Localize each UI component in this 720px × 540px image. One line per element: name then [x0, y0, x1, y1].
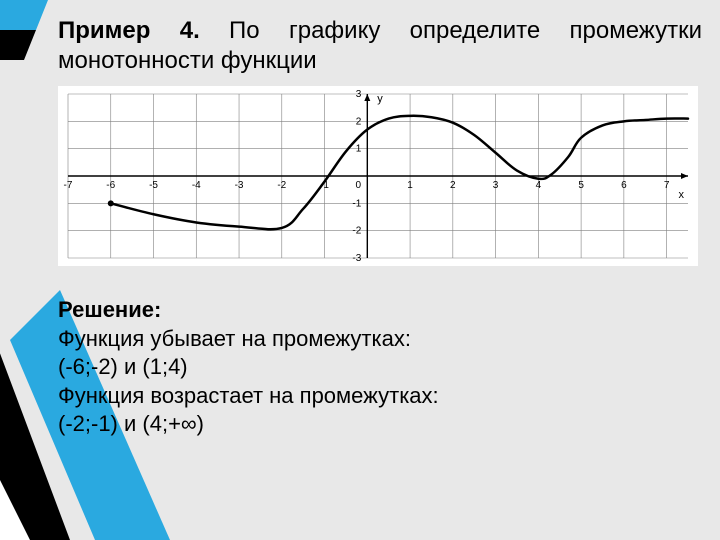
svg-text:6: 6 [621, 180, 627, 191]
task-heading: Пример 4. По графику определите промежут… [58, 16, 702, 76]
solution-line-3: Функция возрастает на промежутках: [58, 382, 702, 411]
solution-block: Решение: Функция убывает на промежутках:… [58, 296, 702, 439]
svg-text:2: 2 [356, 116, 362, 127]
solution-title: Решение: [58, 296, 702, 325]
svg-text:-7: -7 [64, 180, 73, 191]
svg-text:4: 4 [536, 180, 542, 191]
svg-text:5: 5 [578, 180, 584, 191]
svg-text:3: 3 [493, 180, 499, 191]
svg-text:-3: -3 [235, 180, 244, 191]
svg-text:-5: -5 [149, 180, 158, 191]
svg-text:7: 7 [664, 180, 670, 191]
solution-line-1: Функция убывает на промежутках: [58, 325, 702, 354]
svg-text:2: 2 [450, 180, 456, 191]
svg-text:1: 1 [407, 180, 413, 191]
svg-text:x: x [679, 189, 685, 201]
svg-text:-1: -1 [352, 198, 361, 209]
svg-text:-2: -2 [277, 180, 286, 191]
solution-line-2: (-6;-2) и (1;4) [58, 353, 702, 382]
svg-text:-4: -4 [192, 180, 201, 191]
svg-text:0: 0 [356, 180, 362, 191]
svg-text:1: 1 [356, 144, 362, 155]
solution-line-4: (-2;-1) и (4;+∞) [58, 410, 702, 439]
svg-text:-3: -3 [352, 253, 361, 264]
example-label: Пример 4. [58, 17, 200, 44]
function-chart: -7-6-5-4-3-2-101234567-3-2-1123xy [58, 86, 698, 266]
svg-text:-2: -2 [352, 226, 361, 237]
content: Пример 4. По графику определите промежут… [58, 16, 702, 439]
svg-text:3: 3 [356, 89, 362, 100]
svg-text:y: y [377, 93, 383, 105]
svg-text:-6: -6 [106, 180, 115, 191]
